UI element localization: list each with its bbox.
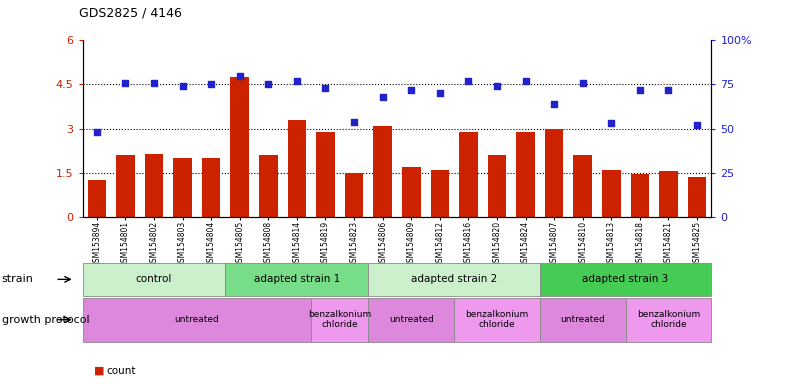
Bar xyxy=(373,126,392,217)
Bar xyxy=(230,77,249,217)
Point xyxy=(176,83,189,89)
Point xyxy=(148,79,160,86)
Bar xyxy=(574,155,592,217)
Point xyxy=(119,79,132,86)
Bar xyxy=(516,132,534,217)
Bar xyxy=(173,158,192,217)
Point xyxy=(490,83,503,89)
Bar xyxy=(145,154,163,217)
Bar xyxy=(288,120,307,217)
Bar xyxy=(369,263,540,296)
Bar xyxy=(602,170,621,217)
Point xyxy=(434,90,446,96)
Point xyxy=(319,85,332,91)
Bar xyxy=(540,298,626,342)
Point xyxy=(291,78,303,84)
Point xyxy=(347,119,360,125)
Text: untreated: untreated xyxy=(389,315,434,324)
Bar xyxy=(226,263,369,296)
Text: benzalkonium
chloride: benzalkonium chloride xyxy=(308,310,372,329)
Text: adapted strain 1: adapted strain 1 xyxy=(254,274,340,285)
Bar xyxy=(345,173,363,217)
Bar xyxy=(402,167,421,217)
Text: strain: strain xyxy=(2,274,34,285)
Bar xyxy=(259,155,277,217)
Point xyxy=(605,120,618,126)
Bar xyxy=(316,132,335,217)
Text: untreated: untreated xyxy=(560,315,605,324)
Text: adapted strain 2: adapted strain 2 xyxy=(411,274,498,285)
Bar xyxy=(630,174,649,217)
Text: benzalkonium
chloride: benzalkonium chloride xyxy=(637,310,700,329)
Text: control: control xyxy=(136,274,172,285)
Bar xyxy=(545,129,564,217)
Bar xyxy=(659,171,678,217)
Point xyxy=(376,94,389,100)
Bar xyxy=(540,263,711,296)
Bar xyxy=(369,298,454,342)
Text: benzalkonium
chloride: benzalkonium chloride xyxy=(465,310,529,329)
Bar xyxy=(87,180,106,217)
Text: adapted strain 3: adapted strain 3 xyxy=(582,274,669,285)
Point xyxy=(90,129,103,135)
Point xyxy=(548,101,560,107)
Bar xyxy=(454,298,540,342)
Bar xyxy=(626,298,711,342)
Bar xyxy=(311,298,369,342)
Bar xyxy=(431,170,449,217)
Text: ■: ■ xyxy=(94,366,105,376)
Point xyxy=(262,81,274,88)
Text: count: count xyxy=(106,366,136,376)
Text: GDS2825 / 4146: GDS2825 / 4146 xyxy=(79,6,182,19)
Point xyxy=(520,78,532,84)
Point xyxy=(462,78,475,84)
Bar xyxy=(459,132,478,217)
Point xyxy=(405,87,417,93)
Text: untreated: untreated xyxy=(174,315,219,324)
Point xyxy=(205,81,218,88)
Point xyxy=(662,87,674,93)
Text: growth protocol: growth protocol xyxy=(2,314,89,325)
Point xyxy=(691,122,703,128)
Bar xyxy=(202,158,220,217)
Bar xyxy=(83,263,226,296)
Bar xyxy=(116,155,134,217)
Bar xyxy=(83,298,311,342)
Point xyxy=(233,73,246,79)
Point xyxy=(634,87,646,93)
Point xyxy=(576,79,589,86)
Bar xyxy=(688,177,707,217)
Bar xyxy=(487,155,506,217)
